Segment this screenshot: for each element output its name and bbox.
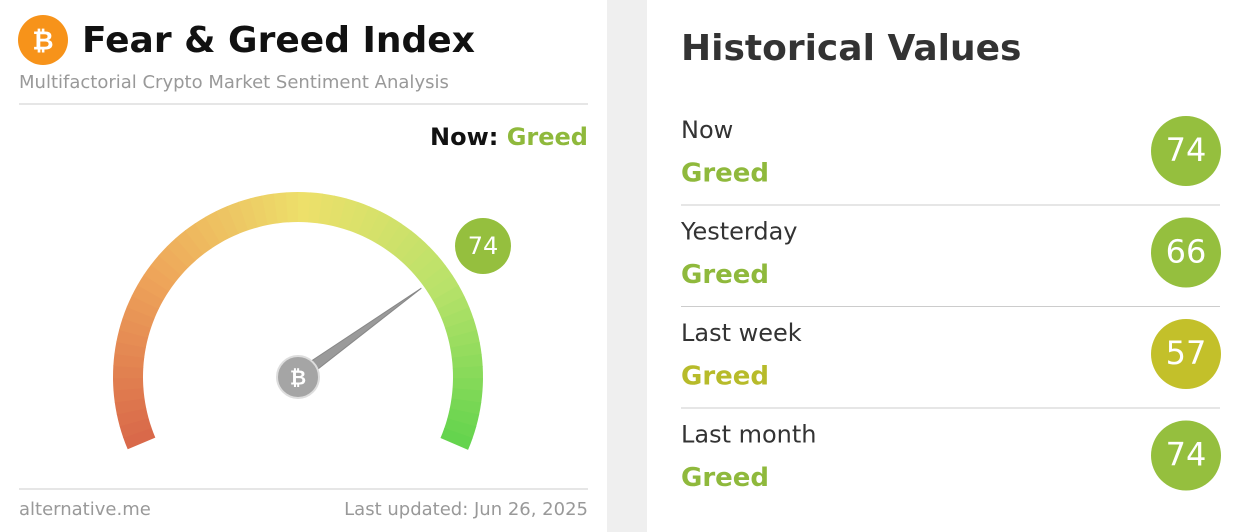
gauge-arc-segment xyxy=(348,201,370,235)
gauge-arc-segment xyxy=(158,246,189,276)
value-circle-text: 66 xyxy=(1166,233,1207,271)
gauge-arc-segment xyxy=(116,329,149,348)
gauge-arc-segment xyxy=(338,198,359,231)
gauge-arc-segment xyxy=(114,397,147,415)
value-circle-text: 57 xyxy=(1166,334,1207,372)
gauge-arc-segment xyxy=(451,354,483,369)
gauge-arc-segment xyxy=(122,306,155,328)
gauge-arc-segment xyxy=(375,217,402,249)
value-badge-text: 74 xyxy=(468,232,499,260)
gauge-arc-segment xyxy=(318,193,335,226)
updated: Last updated: Jun 26, 2025 xyxy=(344,499,588,520)
gauge-arc-segment xyxy=(449,398,482,416)
gauge: ₿ 74 xyxy=(113,192,511,450)
gauge-arc-segment xyxy=(215,205,239,239)
gauge-arc-segment xyxy=(452,366,483,379)
bitcoin-logo: ₿ xyxy=(18,15,68,65)
gauge-arc-segment xyxy=(441,307,474,329)
subtitle: Multifactorial Crypto Market Sentiment A… xyxy=(19,72,449,93)
value-circle-text: 74 xyxy=(1166,436,1207,474)
row-classification: Greed xyxy=(681,260,769,290)
gauge-arc-segment xyxy=(175,230,204,261)
value-badge xyxy=(455,218,511,274)
gauge-arc-segment xyxy=(427,274,459,301)
value-circle xyxy=(1151,217,1221,288)
gauge-arc-segment xyxy=(445,318,478,339)
gauge-arc-segment xyxy=(384,223,412,255)
history-card xyxy=(647,0,1251,532)
now-label: Now: xyxy=(430,123,498,151)
gauge-arc-segment xyxy=(150,255,182,284)
svg-text:₿: ₿ xyxy=(32,27,53,57)
gauge-arc-segment xyxy=(328,195,347,228)
gauge-arc-segment xyxy=(392,230,421,262)
card-title: Fear & Greed Index xyxy=(82,20,475,61)
needle-hub xyxy=(276,355,320,399)
gauge-arc-segment xyxy=(432,285,465,310)
gauge-arc-segment xyxy=(273,192,289,224)
gauge-arc-segment xyxy=(437,295,470,319)
now-status: Now: Greed xyxy=(430,123,588,151)
gauge-arc-segment xyxy=(452,378,483,392)
gauge-arc-segment xyxy=(450,342,482,359)
gauge-arc-segment xyxy=(238,198,259,231)
value-circle-text: 74 xyxy=(1166,131,1207,169)
gauge-arc-segment xyxy=(137,274,170,301)
history-title: Historical Values xyxy=(681,28,1021,69)
history-rows: Now Greed 74 Yesterday Greed 66 Last week Greed… xyxy=(680,116,1221,493)
gauge-arc-segment xyxy=(119,417,152,438)
gauge-arc-segment xyxy=(119,317,152,338)
hub-icon: ₿ xyxy=(290,366,306,390)
gauge-arc-segment xyxy=(414,255,446,284)
row-label: Last week xyxy=(681,319,802,347)
row-classification: Greed xyxy=(681,463,769,493)
gauge-arc-segment xyxy=(184,223,212,255)
now-value: Greed xyxy=(507,123,588,151)
gauge-arc-segment xyxy=(126,295,159,319)
gauge-arc-segment xyxy=(407,246,438,276)
gauge-arc-segment xyxy=(261,193,279,226)
gauge-arc-segment xyxy=(113,365,144,379)
row-label: Yesterday xyxy=(680,218,798,246)
gauge-arc-segment xyxy=(113,387,145,403)
gauge-card xyxy=(0,0,607,532)
gauge-arc-segment xyxy=(366,211,392,244)
gauge-arc-segment xyxy=(143,264,175,292)
row-label: Last month xyxy=(681,421,817,449)
row-classification: Greed xyxy=(681,362,769,392)
gauge-arc-segment xyxy=(444,418,477,439)
gauge-arc-segment xyxy=(298,192,311,223)
gauge-arc-segment xyxy=(131,284,164,310)
gauge-arc-segment xyxy=(194,216,221,249)
value-circle xyxy=(1151,319,1221,389)
gauge-arc-segment xyxy=(308,192,323,224)
gauge-arc-segment xyxy=(205,210,230,243)
gauge-arc-segment xyxy=(226,201,249,234)
gauge-arc-segment xyxy=(440,428,473,450)
gauge-arc-segment xyxy=(451,388,483,404)
gauge-arc-segment xyxy=(447,408,480,427)
gauge-arc-segment xyxy=(285,192,299,223)
gauge-arc-segment xyxy=(123,427,156,450)
value-circle xyxy=(1151,116,1221,186)
source: alternative.me xyxy=(19,499,151,520)
gauge-arc-segment xyxy=(421,264,453,292)
gauge-arc-segment xyxy=(166,237,196,268)
gauge-arc-segment xyxy=(113,377,144,391)
gauge-arc-segment xyxy=(114,341,146,358)
row-classification: Greed xyxy=(681,159,769,189)
gauge-arc-segment xyxy=(357,206,381,239)
value-circle xyxy=(1151,420,1221,491)
gauge-arc-segment xyxy=(400,238,430,269)
gauge-arc-segment xyxy=(113,353,145,368)
row-label: Now xyxy=(681,116,733,144)
